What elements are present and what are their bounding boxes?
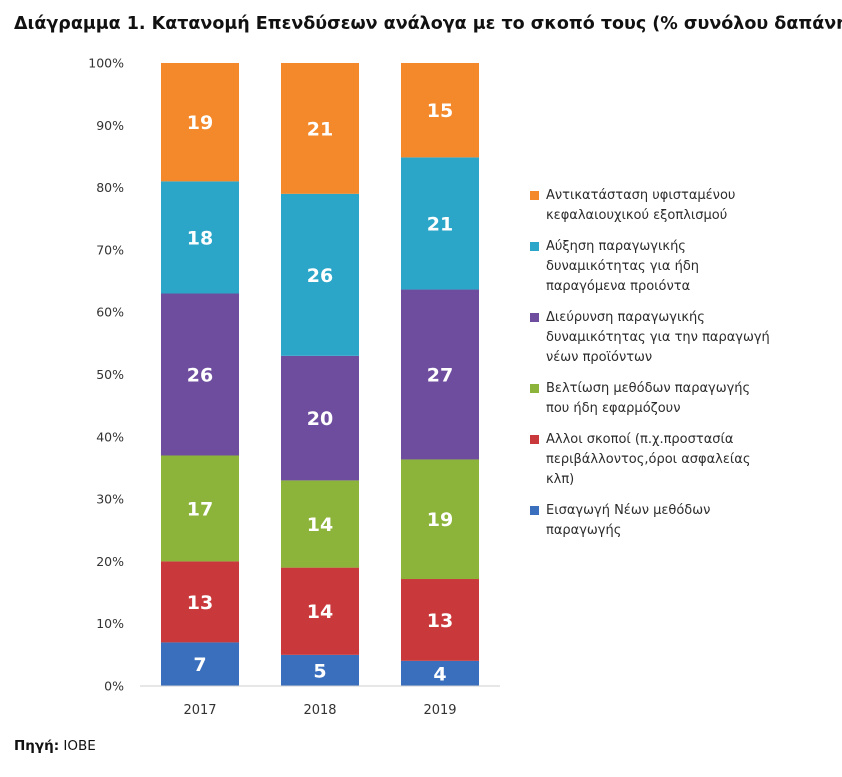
- y-tick-label: 90%: [96, 118, 124, 133]
- data-label: 7: [193, 654, 206, 676]
- data-label: 26: [187, 365, 213, 387]
- x-tick-label: 2019: [423, 703, 456, 718]
- source-label: Πηγή:: [14, 738, 60, 754]
- legend-label: Αλλοι σκοποί (π.χ.προστασία περιβάλλοντο…: [546, 432, 751, 487]
- legend-swatch: [530, 384, 539, 393]
- bar-segment: [161, 561, 239, 643]
- legend-item: Αύξηση παραγωγικής δυναμικότητας για ήδη…: [530, 237, 830, 297]
- legend-swatch: [530, 313, 539, 322]
- bar-segment: [161, 181, 239, 294]
- bar-segment: [401, 660, 479, 686]
- bar-segment: [161, 455, 239, 562]
- x-tick-label: 2018: [303, 703, 336, 718]
- y-tick-label: 20%: [96, 554, 124, 569]
- data-label: 27: [427, 365, 453, 387]
- legend-label: Αύξηση παραγωγικής δυναμικότητας για ήδη…: [546, 239, 700, 294]
- legend-swatch: [530, 506, 539, 515]
- y-tick-label: 70%: [96, 242, 124, 257]
- legend-swatch: [530, 242, 539, 251]
- legend-swatch: [530, 191, 539, 200]
- data-label: 20: [307, 408, 333, 430]
- data-label: 19: [427, 509, 453, 531]
- data-label: 21: [427, 213, 453, 235]
- chart-title: Διάγραμμα 1. Κατανομή Επενδύσεων ανάλογα…: [14, 14, 842, 34]
- bar-segment: [281, 355, 359, 481]
- bar-segment: [401, 579, 479, 661]
- legend-item: Βελτίωση μεθόδων παραγωγής που ήδη εφαρμ…: [530, 379, 830, 419]
- bar-segment: [401, 157, 479, 290]
- y-tick-label: 80%: [96, 180, 124, 195]
- bar-segment: [161, 63, 239, 182]
- bar-segment: [401, 459, 479, 580]
- data-label: 14: [307, 514, 333, 536]
- legend-swatch: [530, 435, 539, 444]
- bar-segment: [281, 193, 359, 356]
- y-tick-label: 100%: [88, 56, 124, 71]
- source-value: ΙΟΒΕ: [63, 738, 96, 754]
- data-label: 18: [187, 227, 213, 249]
- data-label: 26: [307, 265, 333, 287]
- data-label: 13: [187, 592, 213, 614]
- y-tick-label: 30%: [96, 492, 124, 507]
- bar-segment: [401, 289, 479, 460]
- data-label: 14: [307, 601, 333, 623]
- x-tick-label: 2017: [183, 703, 216, 718]
- bar-segment: [281, 63, 359, 194]
- bar-segment: [281, 480, 359, 568]
- legend-label: Εισαγωγή Νέων μεθόδων παραγωγής: [546, 503, 711, 538]
- y-tick-label: 50%: [96, 367, 124, 382]
- data-label: 17: [187, 498, 213, 520]
- data-label: 19: [187, 112, 213, 134]
- bar-segment: [281, 567, 359, 655]
- bar-segment: [281, 654, 359, 686]
- y-tick-label: 10%: [96, 616, 124, 631]
- legend-item: Αντικατάσταση υφισταμένου κεφαλαιουχικού…: [530, 186, 830, 226]
- data-label: 4: [433, 663, 446, 685]
- data-label: 15: [427, 100, 453, 122]
- data-label: 21: [307, 118, 333, 140]
- bar-segment: [161, 293, 239, 456]
- y-tick-label: 0%: [104, 679, 124, 694]
- legend-label: Βελτίωση μεθόδων παραγωγής που ήδη εφαρμ…: [546, 381, 751, 416]
- chart-legend: Αντικατάσταση υφισταμένου κεφαλαιουχικού…: [530, 186, 830, 552]
- data-label: 13: [427, 610, 453, 632]
- bar-segment: [161, 642, 239, 686]
- legend-item: Διεύρυνση παραγωγικής δυναμικότητας για …: [530, 308, 830, 368]
- data-label: 5: [313, 660, 326, 682]
- y-tick-label: 60%: [96, 305, 124, 320]
- legend-item: Εισαγωγή Νέων μεθόδων παραγωγής: [530, 501, 830, 541]
- legend-item: Αλλοι σκοποί (π.χ.προστασία περιβάλλοντο…: [530, 430, 830, 490]
- legend-label: Διεύρυνση παραγωγικής δυναμικότητας για …: [546, 310, 770, 365]
- bar-segment: [401, 63, 479, 158]
- source-note: Πηγή: ΙΟΒΕ: [14, 738, 96, 754]
- y-tick-label: 40%: [96, 429, 124, 444]
- legend-label: Αντικατάσταση υφισταμένου κεφαλαιουχικού…: [546, 188, 736, 223]
